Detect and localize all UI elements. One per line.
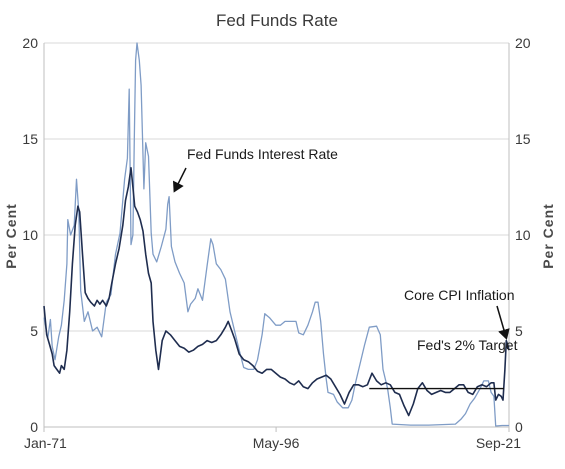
series-group: [43, 42, 510, 427]
annotation-core-cpi: Core CPI Inflation: [404, 287, 515, 340]
x-tick-label-0: Jan-71: [24, 435, 67, 451]
y-tick-right-0: 0: [515, 419, 523, 435]
y-axis-right-label: Per Cent: [540, 203, 556, 269]
y-axis-left-label: Per Cent: [3, 203, 19, 269]
y-tick-left-5: 5: [30, 323, 38, 339]
fed-funds-annotation-label: Fed Funds Interest Rate: [187, 146, 338, 162]
chart-title: Fed Funds Rate: [216, 11, 338, 30]
gridlines: [43, 42, 510, 428]
y-tick-right-20: 20: [515, 35, 531, 51]
y-tick-left-0: 0: [30, 419, 38, 435]
y-tick-left-20: 20: [22, 35, 38, 51]
y-tick-left-15: 15: [22, 131, 38, 147]
target-annotation-label: Fed's 2% Target: [417, 337, 518, 353]
core-cpi-annotation-arrow: [496, 305, 510, 340]
y-tick-right-15: 15: [515, 131, 531, 147]
series-line-core_cpi: [43, 167, 510, 417]
core-cpi-annotation-label: Core CPI Inflation: [404, 287, 515, 303]
y-tick-right-10: 10: [515, 227, 531, 243]
y-axis-right: 0 5 10 15 20: [515, 35, 531, 435]
y-tick-left-10: 10: [22, 227, 38, 243]
x-axis: Jan-71 May-96 Sep-21: [24, 427, 521, 451]
x-tick-label-1: May-96: [253, 435, 300, 451]
series-line-fed_funds: [43, 42, 509, 427]
x-tick-label-2: Sep-21: [476, 435, 521, 451]
annotation-fed-funds: Fed Funds Interest Rate: [172, 146, 338, 193]
y-tick-right-5: 5: [515, 323, 523, 339]
y-axis-left: 0 5 10 15 20: [22, 35, 38, 435]
fed-funds-annotation-arrow: [172, 167, 187, 193]
